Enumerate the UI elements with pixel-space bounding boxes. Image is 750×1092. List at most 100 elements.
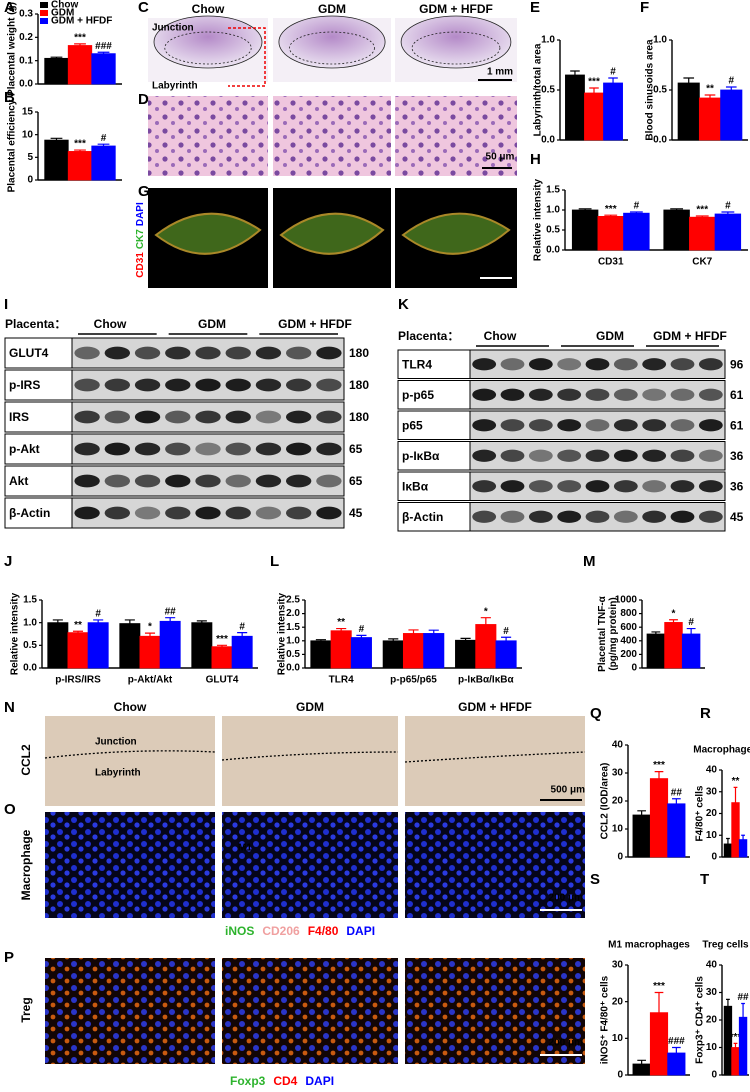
if-tissue [401,212,511,255]
legend-swatch [40,10,48,16]
error-bar [144,632,156,637]
bar [623,212,650,251]
kda-label: 36 [730,479,744,493]
band [670,449,695,462]
significance-label: # [610,67,616,78]
error-bar [388,638,399,641]
band [500,510,525,523]
band [104,410,131,424]
error-bar [460,637,471,641]
significance-label: # [503,626,509,637]
band [528,419,553,432]
row-label: Treg [19,997,33,1022]
error-bar [93,619,104,623]
y-tick-label: 0.0 [23,663,37,674]
panel-letter: Q [590,705,602,722]
ccl2-image [222,716,398,806]
band [528,480,553,493]
y-tick-label: 1.5 [286,622,300,633]
bar [91,145,116,181]
if-tissue [279,212,385,255]
bar [211,646,233,669]
band [255,346,282,360]
band [195,378,221,392]
protein-label: GLUT4 [9,346,49,360]
group-label: GDM + HFDF [278,317,352,331]
band [316,442,342,456]
band [74,346,100,360]
error-bar [654,771,664,779]
band [225,442,251,456]
significance-label: ** [732,776,740,787]
y-tick-label: 0 [631,663,637,674]
y-tick-label: 0.3 [19,9,33,20]
band [255,378,282,392]
row-label: CCL2 [19,744,33,776]
band [557,358,582,371]
error-bar [726,837,730,844]
panel-letter: T [700,871,709,888]
band [472,480,497,493]
y-tick-label: 0.5 [286,649,300,660]
band [285,410,312,424]
scale-label: 200 μm [549,893,584,904]
y-tick-label: 5 [27,152,33,163]
error-bar [672,1046,681,1053]
error-bar [97,51,110,54]
band [195,474,221,488]
kda-label: 36 [730,449,744,463]
kda-label: 45 [349,506,363,520]
bar [231,635,253,669]
panel-letter: C [138,0,149,16]
bar [87,622,109,669]
error-bar [733,786,738,803]
y-tick-label: 0 [617,1070,623,1081]
band [472,388,497,401]
stain-label: CD31 CK7 DAPI [135,202,146,278]
error-bar [670,208,684,210]
y-tick-label: 2.5 [286,595,300,606]
kda-label: 45 [730,510,744,524]
band [613,419,638,432]
y-tick-label: 30 [706,987,718,998]
y-tick-label: 400 [620,635,637,646]
y-tick-label: 0.1 [19,55,33,66]
blot-header: Placenta： [398,329,459,343]
protein-label: β-Actin [402,510,443,524]
protein-label: IRS [9,410,29,424]
band [698,419,723,432]
y-tick-label: 0.0 [286,663,300,674]
error-bar [604,214,618,217]
panel-letter: L [270,553,279,570]
band [670,480,695,493]
stain-name: DAPI [305,1074,334,1088]
bar [191,622,213,669]
y-axis-label: Foxp3⁺ CD4⁺ cells [695,976,706,1064]
significance-label: # [725,201,731,212]
scale-label: 1 mm [487,67,513,78]
significance-label: *** [74,139,86,150]
error-bar [726,998,730,1007]
bar [603,82,623,141]
y-tick-label: 0 [27,175,33,186]
y-axis-label: Placental TNF-α [597,595,608,671]
band [557,480,582,493]
kda-label: 96 [730,357,744,371]
bar [44,139,69,181]
legend-label: GDM + HFDF [51,16,112,27]
treg-image [45,958,215,1064]
y-tick-label: 20 [612,796,624,807]
ccl2-image [45,716,215,806]
band [285,474,312,488]
group-label: GDM [596,329,624,343]
band [472,358,497,371]
band [642,449,667,462]
significance-label: *** [653,981,665,992]
error-bar [50,137,63,141]
ccl2-image [405,716,585,806]
band [613,388,638,401]
protein-label: p-Akt [9,442,40,456]
significance-label: *** [730,1032,742,1043]
band [472,449,497,462]
band [285,442,312,456]
